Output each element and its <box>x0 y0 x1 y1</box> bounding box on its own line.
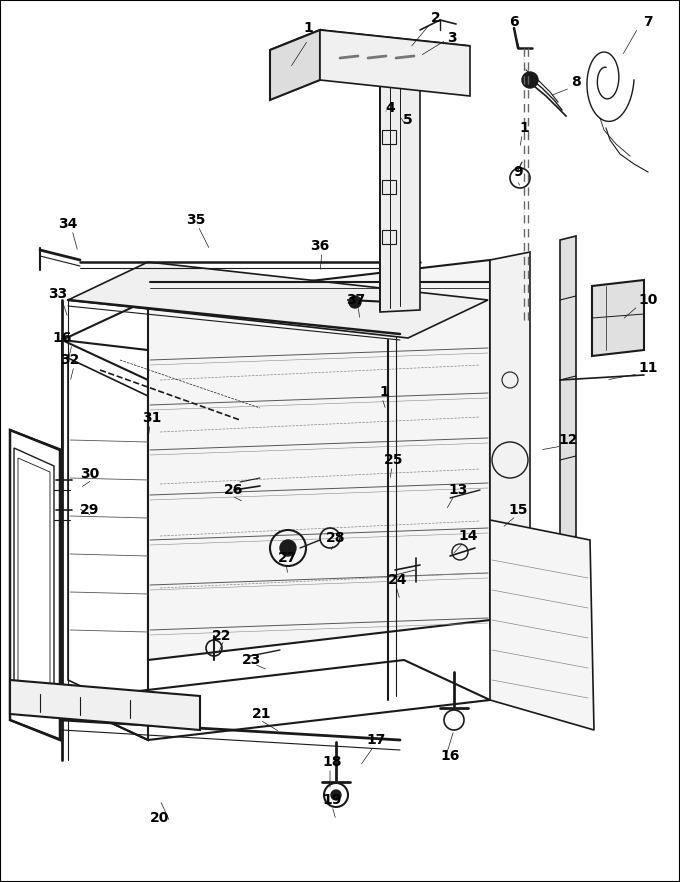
Text: 25: 25 <box>384 453 404 467</box>
Polygon shape <box>270 30 320 100</box>
Text: 5: 5 <box>403 113 413 127</box>
Text: 21: 21 <box>252 707 272 721</box>
Text: 4: 4 <box>385 101 395 115</box>
Text: 26: 26 <box>224 483 243 497</box>
Text: 7: 7 <box>643 15 653 29</box>
Polygon shape <box>320 30 470 96</box>
Text: 6: 6 <box>509 15 519 29</box>
Circle shape <box>349 296 361 308</box>
Circle shape <box>522 72 538 88</box>
Text: 13: 13 <box>448 483 468 497</box>
Text: 15: 15 <box>508 503 528 517</box>
Text: 3: 3 <box>447 31 457 45</box>
Text: 34: 34 <box>58 217 78 231</box>
Polygon shape <box>10 680 200 730</box>
Text: 33: 33 <box>48 287 67 301</box>
Text: 35: 35 <box>186 213 205 227</box>
Text: 16: 16 <box>441 749 460 763</box>
Text: 32: 32 <box>61 353 80 367</box>
Text: 37: 37 <box>346 293 366 307</box>
Polygon shape <box>380 78 420 312</box>
Circle shape <box>331 790 341 800</box>
Text: 30: 30 <box>80 467 100 481</box>
Text: 11: 11 <box>639 361 658 375</box>
Text: 16: 16 <box>52 331 71 345</box>
Circle shape <box>280 540 296 556</box>
Polygon shape <box>148 260 490 660</box>
Text: 1: 1 <box>303 21 313 35</box>
Text: 36: 36 <box>310 239 330 253</box>
Text: 23: 23 <box>242 653 262 667</box>
Text: 1: 1 <box>379 385 389 399</box>
Text: 10: 10 <box>639 293 658 307</box>
Text: 31: 31 <box>142 411 162 425</box>
Text: 19: 19 <box>322 793 341 807</box>
Polygon shape <box>490 520 594 730</box>
Polygon shape <box>68 262 488 338</box>
Text: 28: 28 <box>326 531 345 545</box>
Text: 12: 12 <box>558 433 578 447</box>
Polygon shape <box>270 30 470 66</box>
Text: 1: 1 <box>519 121 529 135</box>
Text: 9: 9 <box>513 165 523 179</box>
Text: 20: 20 <box>150 811 170 825</box>
Text: 29: 29 <box>80 503 100 517</box>
Text: 22: 22 <box>212 629 232 643</box>
Text: 17: 17 <box>367 733 386 747</box>
Text: 2: 2 <box>431 11 441 25</box>
Polygon shape <box>490 252 530 628</box>
Polygon shape <box>592 280 644 356</box>
Polygon shape <box>560 236 576 624</box>
Text: 18: 18 <box>322 755 342 769</box>
Text: 24: 24 <box>388 573 408 587</box>
Text: 8: 8 <box>571 75 581 89</box>
Text: 14: 14 <box>458 529 478 543</box>
Text: 27: 27 <box>278 551 298 565</box>
